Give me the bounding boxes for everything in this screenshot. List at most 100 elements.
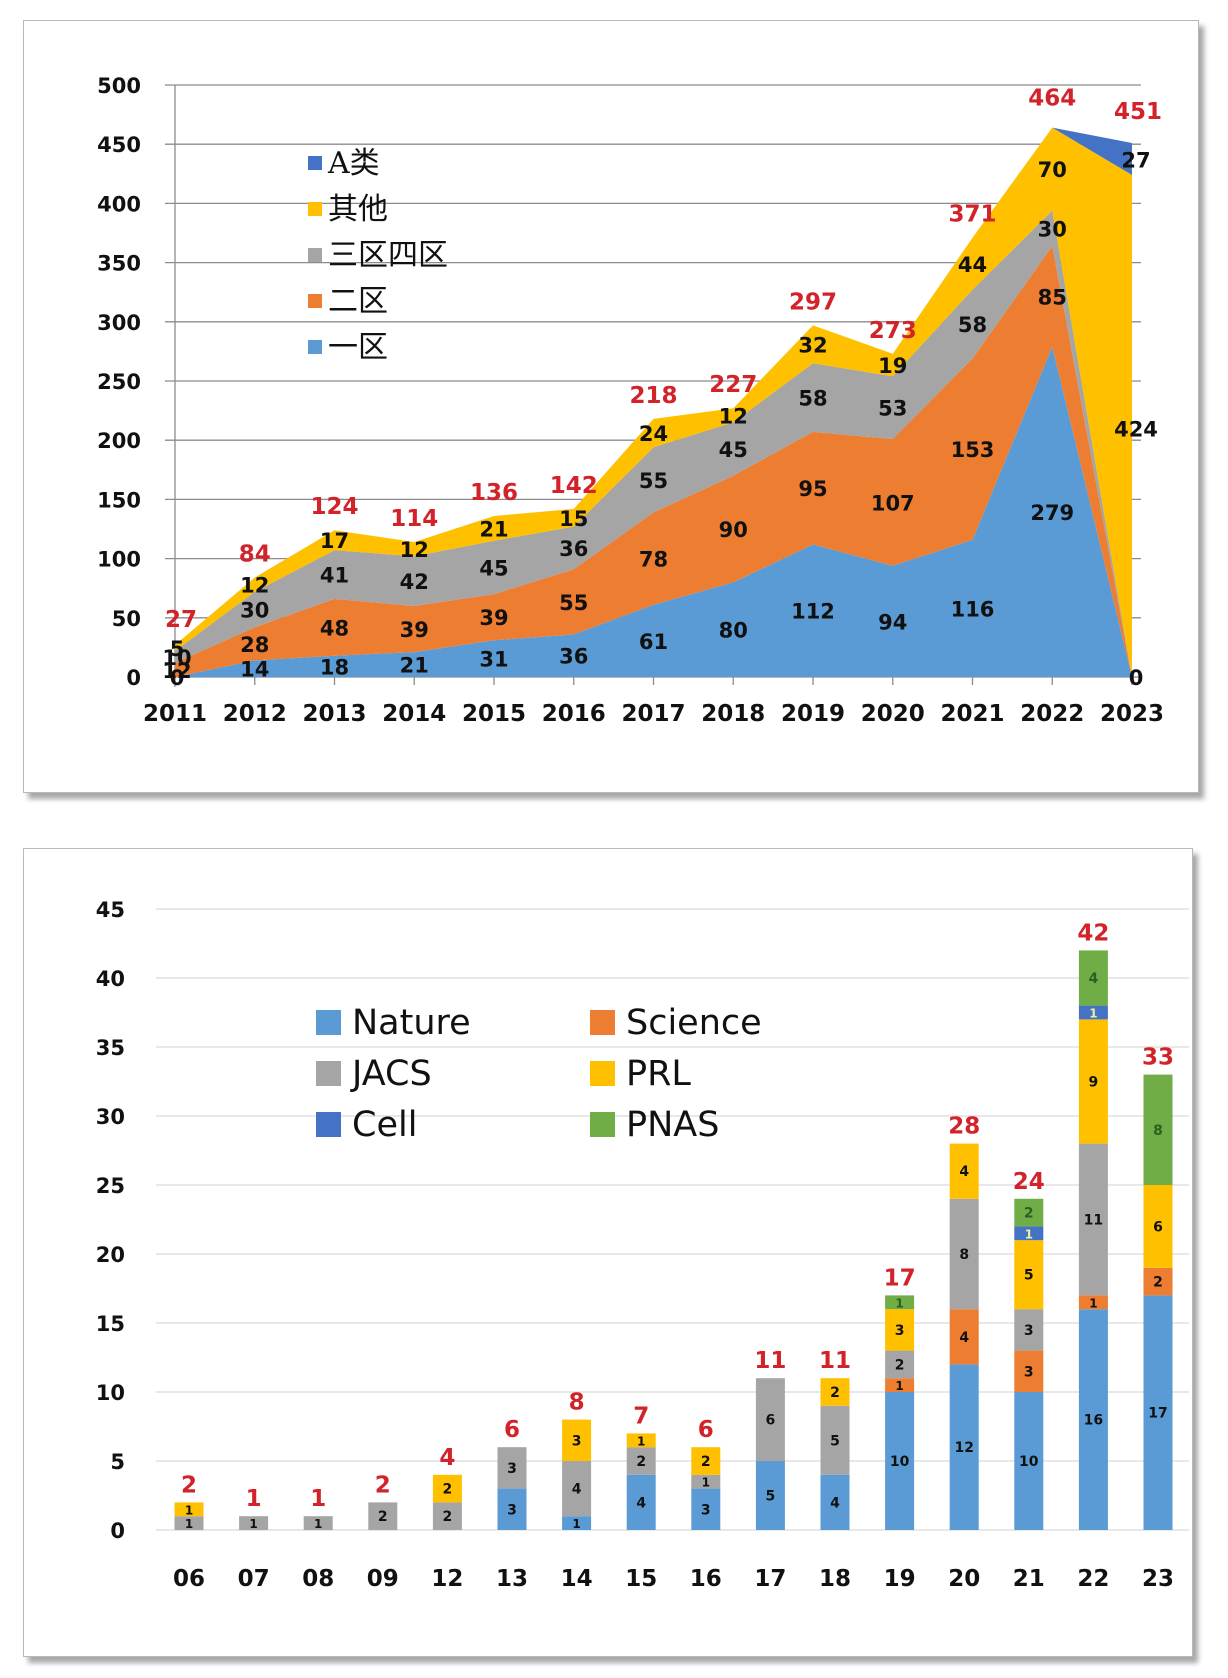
total-label: 11 (754, 1348, 786, 1374)
total-label: 27 (165, 607, 197, 633)
bar-segment-prl (562, 1419, 592, 1461)
y-tick-label: 450 (97, 133, 141, 157)
bar-value-label: 17 (1148, 1406, 1167, 1422)
x-tick-label: 14 (561, 1566, 593, 1592)
bar-value-label: 6 (766, 1413, 776, 1429)
total-label: 7 (633, 1403, 649, 1429)
legend-label: A类 (327, 146, 380, 181)
y-tick-label: 0 (110, 1519, 125, 1543)
bar-segment-jacs (174, 1516, 204, 1530)
x-tick-label: 2022 (1020, 701, 1084, 727)
bar-value-label: 11 (1084, 1213, 1103, 1229)
data-label: 0 (1129, 666, 1144, 690)
data-label: 48 (320, 616, 349, 640)
legend-label: Nature (352, 1003, 471, 1043)
total-label: 8 (569, 1390, 585, 1416)
data-label: 36 (559, 537, 588, 561)
bar-segment-jacs (885, 1350, 915, 1379)
data-label: 95 (798, 477, 827, 501)
legend-label: PNAS (626, 1105, 719, 1145)
data-label: 58 (798, 387, 827, 411)
total-label: 451 (1114, 99, 1162, 125)
data-label: 39 (400, 618, 429, 642)
bar-value-label: 2 (378, 1509, 388, 1525)
bar-value-label: 2 (1153, 1275, 1163, 1291)
x-tick-label: 18 (819, 1566, 851, 1592)
bar-value-label: 2 (443, 1482, 453, 1498)
data-label: 19 (878, 354, 907, 378)
bar-segment-science (1014, 1350, 1044, 1392)
y-tick-label: 30 (96, 1105, 125, 1129)
total-label: 2 (181, 1472, 197, 1498)
data-label: 36 (559, 645, 588, 669)
bar-value-label: 4 (636, 1495, 646, 1511)
y-tick-label: 200 (97, 429, 141, 453)
bar-segment-prl (1014, 1240, 1044, 1310)
bar-segment-nature (626, 1474, 656, 1530)
bar-segment-pnas (1014, 1198, 1044, 1227)
bar-segment-jacs (432, 1502, 462, 1530)
data-label: 15 (559, 507, 588, 531)
bar-segment-nature (949, 1364, 979, 1530)
bar-value-label: 1 (249, 1517, 257, 1531)
total-label: 6 (698, 1417, 714, 1443)
data-label: 0 (170, 666, 185, 690)
bar-value-label: 9 (1089, 1075, 1099, 1091)
data-label: 112 (791, 600, 835, 624)
data-label: 32 (798, 333, 827, 357)
y-tick-label: 500 (97, 74, 141, 98)
legend-swatch (316, 1112, 341, 1137)
legend-swatch (590, 1061, 615, 1086)
bar-value-label: 12 (954, 1440, 973, 1456)
x-tick-label: 2012 (223, 701, 287, 727)
data-label: 45 (719, 438, 748, 462)
bar-segment-nature (1143, 1295, 1173, 1530)
total-label: 84 (239, 542, 271, 568)
total-label: 371 (948, 202, 996, 228)
bar-value-label: 8 (1153, 1123, 1163, 1139)
x-tick-label: 2019 (781, 701, 845, 727)
legend-swatch (590, 1010, 615, 1035)
bar-segment-prl (820, 1378, 850, 1406)
y-tick-label: 45 (96, 898, 125, 922)
x-tick-label: 21 (1013, 1566, 1045, 1592)
bar-segment-jacs (626, 1447, 656, 1475)
y-tick-label: 250 (97, 370, 141, 394)
data-label: 45 (479, 556, 508, 580)
legend-label: PRL (626, 1054, 691, 1094)
bar-value-label: 2 (1024, 1206, 1034, 1222)
bar-value-label: 6 (1153, 1219, 1163, 1235)
y-tick-label: 0 (126, 666, 141, 690)
y-tick-label: 100 (97, 548, 141, 572)
legend-label: 二区 (328, 284, 388, 319)
bar-value-label: 1 (314, 1517, 322, 1531)
total-label: 142 (550, 473, 598, 499)
data-label: 30 (240, 599, 269, 623)
bar-segment-prl (1078, 1019, 1108, 1144)
total-label: 24 (1013, 1169, 1045, 1195)
bar-value-label: 1 (1089, 1007, 1097, 1021)
bar-segment-jacs (562, 1461, 592, 1517)
bar-value-label: 5 (830, 1433, 840, 1449)
bar-segment-prl (174, 1502, 204, 1517)
bar-value-label: 4 (830, 1495, 840, 1511)
data-label: 78 (639, 548, 668, 572)
y-tick-label: 15 (96, 1312, 125, 1336)
bar-segment-pnas (885, 1295, 915, 1310)
legend-swatch (308, 248, 322, 262)
bar-segment-prl (626, 1433, 656, 1448)
y-tick-label: 5 (110, 1450, 125, 1474)
chart-panel-top-journals: 0 5 10 15 20 25 30 35 40 45 3 1 4 3 5 4 10 12 10 16 17 1 4 3 1 2 1… (23, 848, 1193, 1657)
bar-segment-prl (1143, 1185, 1173, 1268)
bar-value-label: 1 (1089, 1296, 1097, 1310)
legend-label: 三区四区 (328, 238, 448, 273)
bar-segment-science (1143, 1267, 1173, 1296)
bar-segment-jacs (239, 1516, 269, 1530)
legend-swatch (308, 340, 322, 354)
bar-value-label: 1 (702, 1476, 710, 1490)
y-tick-label: 25 (96, 1174, 125, 1198)
x-tick-label: 2013 (302, 701, 366, 727)
chart-panel-journal-tiers: 0 50 100 150 200 250 300 350 400 450 500 2011 2012 20… (23, 20, 1199, 793)
x-tick-label: 13 (496, 1566, 528, 1592)
